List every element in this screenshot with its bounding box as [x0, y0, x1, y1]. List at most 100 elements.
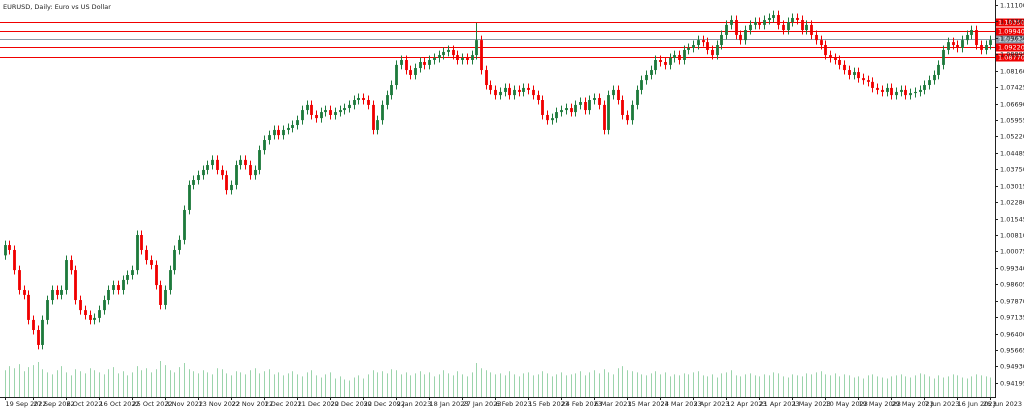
candle-body — [287, 127, 290, 130]
candle-body — [310, 104, 313, 115]
candle-body — [659, 59, 662, 63]
candle-body — [438, 55, 441, 58]
candle-body — [956, 45, 959, 48]
x-tick-label: 3 Nov 2022 — [166, 400, 204, 408]
candle-body — [150, 260, 153, 265]
candle-body — [805, 24, 808, 31]
candle-body — [574, 104, 577, 113]
candle-body — [433, 57, 436, 60]
x-tick-label: 19 Sep 2022 — [6, 400, 47, 408]
candle-layer — [4, 10, 992, 350]
candle-body — [395, 64, 398, 86]
candle-body — [720, 34, 723, 46]
candle-body — [716, 45, 719, 56]
candle-body — [136, 234, 139, 271]
candle-body — [796, 17, 799, 20]
candle-body — [192, 180, 195, 185]
candle-body — [961, 40, 964, 48]
x-tick-label: 30 Dec 2022 — [364, 400, 406, 408]
y-tick-label: 1.02280 — [1000, 199, 1024, 207]
candle-body — [367, 99, 370, 105]
x-tick-label: 26 Jun 2023 — [983, 400, 1022, 408]
candle-body — [834, 57, 837, 60]
x-tick-label: 9 Jan 2023 — [397, 400, 432, 408]
candle-body — [829, 55, 832, 58]
candle-body — [409, 70, 412, 75]
candle-body — [169, 270, 172, 290]
candle-body — [56, 289, 59, 295]
candle-body — [225, 175, 228, 191]
candle-body — [678, 55, 681, 60]
candle-body — [904, 89, 907, 96]
candle-body — [372, 104, 375, 130]
candle-body — [423, 62, 426, 65]
candle-body — [815, 34, 818, 41]
candle-body — [140, 234, 143, 250]
candle-body — [122, 279, 125, 290]
level-label-box — [996, 27, 1024, 36]
candle-body — [588, 99, 591, 111]
candle-body — [221, 169, 224, 176]
level-label: 1.09940 — [998, 28, 1024, 36]
candle-body — [74, 270, 77, 301]
volume-layer — [5, 361, 991, 397]
candle-body — [291, 125, 294, 128]
candle-body — [362, 97, 365, 100]
candle-body — [23, 289, 26, 295]
candle-body — [268, 135, 271, 141]
candle-body — [51, 289, 54, 301]
candle-body — [603, 104, 606, 130]
candle-body — [937, 64, 940, 75]
level-label-box — [996, 53, 1024, 62]
candle-body — [206, 165, 209, 170]
candle-body — [909, 93, 912, 96]
candle-body — [499, 91, 502, 96]
candle-body — [65, 260, 68, 290]
candle-body — [565, 108, 568, 111]
candle-body — [645, 74, 648, 81]
x-tick-label: 25 Oct 2022 — [133, 400, 173, 408]
candle-body — [79, 300, 82, 311]
candle-body — [339, 110, 342, 113]
candle-body — [838, 59, 841, 65]
candle-body — [159, 285, 162, 305]
y-tick-label: 0.97135 — [1000, 314, 1024, 322]
candle-body — [754, 21, 757, 25]
candle-body — [306, 104, 309, 111]
y-tick-label: 1.04485 — [1000, 150, 1024, 158]
candle-body — [518, 89, 521, 92]
y-tick-label: 1.08160 — [1000, 68, 1024, 76]
candle-body — [640, 80, 643, 90]
candle-body — [18, 270, 21, 290]
x-tick-label: 27 Sep 2022 — [34, 400, 75, 408]
candle-body — [107, 289, 110, 301]
candle-body — [551, 118, 554, 121]
candle-body — [103, 300, 106, 311]
candle-body — [975, 30, 978, 46]
candle-body — [900, 89, 903, 92]
candle-body — [202, 169, 205, 176]
candle-body — [706, 42, 709, 50]
candle-body — [607, 95, 610, 130]
candle-body — [32, 319, 35, 330]
candle-body — [772, 15, 775, 18]
candle-body — [881, 89, 884, 92]
y-tick-label: 1.05955 — [1000, 117, 1024, 125]
candle-body — [824, 45, 827, 56]
candle-body — [692, 45, 695, 48]
y-tick-label: 1.00810 — [1000, 232, 1024, 240]
candle-body — [621, 99, 624, 115]
candle-body — [381, 104, 384, 121]
candle-body — [386, 95, 389, 105]
candle-body — [876, 87, 879, 90]
candle-body — [683, 49, 686, 60]
candle-body — [390, 85, 393, 96]
candle-body — [980, 45, 983, 50]
candle-body — [471, 55, 474, 60]
candle-body — [93, 317, 96, 320]
y-tick-label: 1.03015 — [1000, 183, 1024, 191]
x-tick-label: 16 Oct 2022 — [100, 400, 140, 408]
